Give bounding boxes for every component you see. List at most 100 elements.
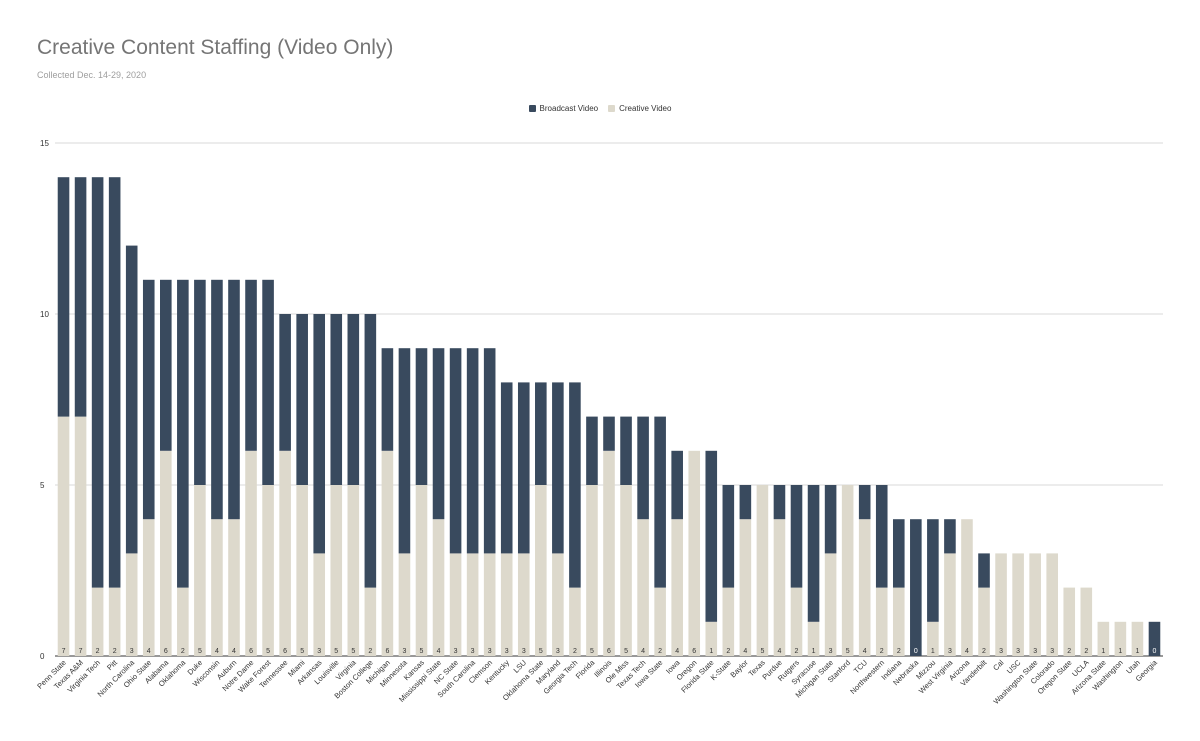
bar-creative-video [1097,621,1110,656]
data-label: 1 [1118,648,1122,655]
data-label: 3 [471,648,475,655]
data-label: 6 [164,648,168,655]
data-label: 4 [147,648,151,655]
category-label: Florida [574,657,597,680]
bar-creative-video [841,485,854,656]
bar-creative-video [142,519,155,656]
data-label: 3 [130,648,134,655]
data-label: 5 [624,648,628,655]
bar-creative-video [790,587,803,656]
legend-item-broadcast[interactable]: Broadcast Video [528,104,598,113]
bar-creative-video [1063,587,1076,656]
bar-creative-video [603,450,615,656]
bar-broadcast-video [705,450,718,622]
chart-subtitle: Collected Dec. 14-29, 2020 [37,70,147,80]
data-label: 4 [743,648,747,655]
chart-title: Creative Content Staffing (Video Only) [37,36,394,59]
data-label: 1 [812,648,816,655]
data-label: 2 [795,648,799,655]
bar-broadcast-video [142,279,155,520]
data-label: 3 [317,648,321,655]
category-label: Baylor [728,658,750,680]
data-label: 1 [1101,648,1105,655]
bar-broadcast-video [483,348,496,554]
data-label: 4 [778,648,782,655]
y-tick-label: 10 [40,310,49,319]
bar-broadcast-video [807,485,820,622]
bar-broadcast-video [57,177,70,417]
bar-broadcast-video [875,485,888,588]
bar-broadcast-video [569,382,581,588]
bar-creative-video [756,485,769,656]
bar-creative-video [944,553,956,656]
bar-broadcast-video [279,314,291,451]
bar-broadcast-video [262,279,274,485]
bar-broadcast-video [944,519,956,554]
bar-broadcast-video [160,279,172,451]
data-label: 2 [368,648,372,655]
data-label: 3 [1033,648,1037,655]
data-label: 3 [454,648,458,655]
bar-broadcast-video [739,485,752,520]
bar-broadcast-video [245,279,257,451]
data-label: 5 [420,648,424,655]
bar-creative-video [313,553,326,656]
data-label: 7 [62,648,66,655]
data-label: 4 [215,648,219,655]
bar-creative-video [160,450,172,656]
bar-creative-video [398,553,411,656]
y-tick-label: 0 [40,652,45,661]
data-label: 4 [641,648,645,655]
data-label: 1 [1135,648,1139,655]
bar-broadcast-video [211,279,223,520]
bar-creative-video [279,450,291,656]
data-label: 3 [505,648,509,655]
bar-broadcast-video [313,314,326,554]
bar-creative-video [927,621,939,656]
legend-item-creative[interactable]: Creative Video [608,104,671,113]
bar-creative-video [415,485,428,656]
bar-creative-video [620,485,632,656]
bar-broadcast-video [125,245,138,554]
bar-broadcast-video [347,314,360,485]
bar-broadcast-video [552,382,564,554]
bar-creative-video [1114,621,1127,656]
bar-creative-video [1012,553,1024,656]
bar-creative-video [432,519,445,656]
bar-creative-video [483,553,496,656]
bar-creative-video [517,553,530,656]
data-label: 2 [982,648,986,655]
category-label: Cal [991,658,1006,673]
bar-creative-video [262,485,274,656]
data-label: 2 [897,648,901,655]
bar-creative-video [466,553,479,656]
bar-creative-video [773,519,786,656]
bar-creative-video [824,553,837,656]
bar-broadcast-video [892,519,905,588]
bar-creative-video [381,450,394,656]
legend-swatch-broadcast [528,105,536,112]
data-label: 2 [181,648,185,655]
bar-broadcast-video [671,450,683,520]
bar-creative-video [296,485,308,656]
bar-broadcast-video [228,279,240,520]
bar-broadcast-video [177,279,189,588]
bar-creative-video [1029,553,1041,656]
bar-creative-video [858,519,871,656]
bar-broadcast-video [773,485,786,520]
bar-creative-video [57,416,70,656]
bar-broadcast-video [517,382,530,554]
data-label: 2 [658,648,662,655]
bar-broadcast-video [330,314,343,485]
y-tick-label: 5 [40,481,45,490]
data-label: 2 [726,648,730,655]
data-label: 2 [1067,648,1071,655]
bar-creative-video [1046,553,1058,656]
bar-broadcast-video [296,314,308,485]
bar-creative-video [347,485,360,656]
data-label: 5 [590,648,594,655]
bar-creative-video [552,553,564,656]
bar-creative-video [705,621,718,656]
bar-creative-video [108,587,121,656]
data-label: 5 [334,648,338,655]
